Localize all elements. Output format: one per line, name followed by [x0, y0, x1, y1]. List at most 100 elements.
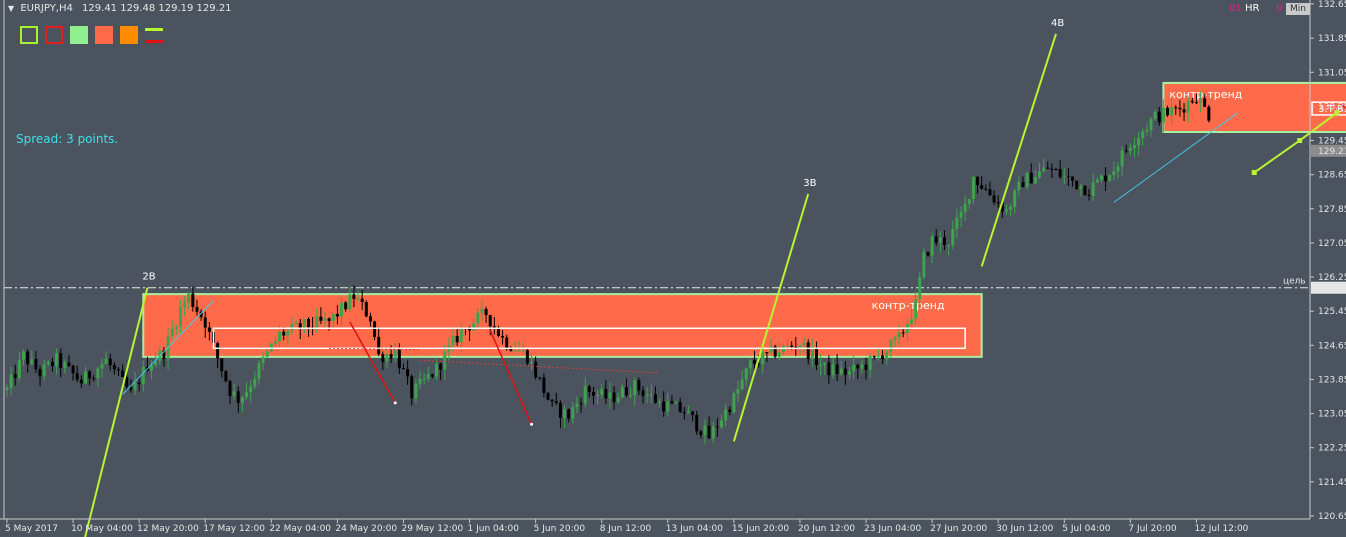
y-tick-label: 127.05 [1318, 239, 1346, 249]
candle-body [753, 360, 757, 364]
candle-body [963, 203, 967, 212]
candle-body [538, 377, 542, 379]
candle-body [674, 402, 678, 404]
candle-body [930, 236, 934, 256]
outline-red-box-icon[interactable] [45, 26, 63, 44]
candle-body [269, 343, 273, 352]
candle-body [83, 371, 87, 384]
candle-body [443, 351, 447, 370]
candle-body [55, 353, 59, 367]
x-tick-label: 12 Jul 12:00 [1194, 524, 1248, 534]
candle-body [901, 332, 905, 334]
candle-body [1186, 100, 1190, 113]
outline-green-box-icon[interactable] [20, 26, 38, 44]
dropdown-triangle-icon[interactable]: ▼ [8, 4, 15, 13]
candle-body [401, 368, 405, 370]
candle-body [406, 368, 410, 377]
candle-body [1009, 206, 1013, 210]
y-tick-label: 130.25 [1318, 102, 1346, 112]
dotted-connector [329, 347, 421, 351]
candle-body [662, 401, 666, 412]
candle-body [75, 373, 79, 380]
candle-body [1137, 137, 1141, 146]
candle-body [195, 306, 199, 312]
candle-body [521, 350, 525, 352]
dotted-connector [419, 359, 660, 374]
candle-body [1054, 169, 1058, 171]
candle-body [439, 363, 443, 370]
candle-body [34, 358, 38, 370]
x-tick-label: 5 Jul 04:00 [1062, 524, 1111, 534]
candle-body [691, 411, 695, 415]
candle-body [1199, 98, 1203, 103]
candle-body [600, 388, 604, 395]
candle-body [802, 342, 806, 346]
candle-body [199, 311, 203, 318]
candle-body [286, 330, 290, 336]
candle-body [422, 378, 426, 380]
wave-label: 3В [803, 178, 816, 189]
candle-body [699, 431, 703, 435]
light-green-box-icon[interactable] [70, 26, 88, 44]
candle-body [765, 352, 769, 354]
candle-body [17, 359, 21, 378]
candle-body [187, 293, 191, 303]
candle-body [1021, 182, 1025, 187]
candle-body [92, 378, 96, 380]
x-tick-label: 15 Jun 20:00 [732, 524, 789, 534]
candle-body [843, 368, 847, 375]
candle-body [245, 392, 249, 398]
candle-body [459, 327, 463, 343]
candle-body [220, 358, 224, 372]
candle-body [918, 277, 922, 300]
candle-body [554, 401, 558, 403]
candle-body [827, 362, 831, 376]
candle-body [315, 316, 319, 328]
line-pair-icon[interactable] [145, 26, 163, 46]
correction-line [489, 330, 533, 425]
top-right-counter: 01 [1229, 3, 1242, 14]
candle-body [984, 188, 988, 190]
salmon-box-icon[interactable] [95, 26, 113, 44]
target-label: цель [1283, 277, 1306, 287]
candle-body [13, 374, 17, 378]
candle-body [583, 386, 587, 404]
candle-body [686, 411, 690, 414]
candle-body [769, 346, 773, 353]
candle-body [451, 335, 455, 346]
candle-body [744, 368, 748, 380]
x-tick-label: 1 Jun 04:00 [468, 524, 520, 534]
candle-body [1025, 172, 1029, 187]
candle-body [373, 321, 377, 337]
candle-body [360, 298, 364, 303]
candle-body [897, 332, 901, 338]
candle-body [1033, 177, 1037, 184]
minimize-button[interactable]: Min [1286, 3, 1310, 15]
candle-body [261, 356, 265, 363]
candle-body [1095, 179, 1099, 183]
symbol-label: EURJPY,H4 [20, 3, 73, 14]
candle-body [728, 409, 732, 413]
candle-body [30, 358, 34, 365]
y-tick-label: 120.65 [1318, 512, 1346, 522]
candle-body [914, 299, 918, 320]
candle-body [1029, 172, 1033, 184]
candle-body [1128, 147, 1132, 151]
candle-body [352, 294, 356, 299]
candle-body [46, 361, 50, 365]
trend-line [122, 300, 214, 395]
y-tick-label: 125.45 [1318, 307, 1346, 317]
candle-body [653, 394, 657, 403]
candle-body [976, 176, 980, 186]
candle-body [695, 414, 699, 432]
candle-body [1017, 182, 1021, 191]
candle-body [1050, 168, 1054, 170]
x-tick-label: 23 Jun 04:00 [864, 524, 921, 534]
x-tick-label: 27 Jun 20:00 [930, 524, 987, 534]
candle-body [178, 306, 182, 328]
candle-body [806, 342, 810, 360]
orange-box-icon[interactable] [120, 26, 138, 44]
candle-body [121, 370, 125, 377]
wave-line [84, 287, 149, 537]
